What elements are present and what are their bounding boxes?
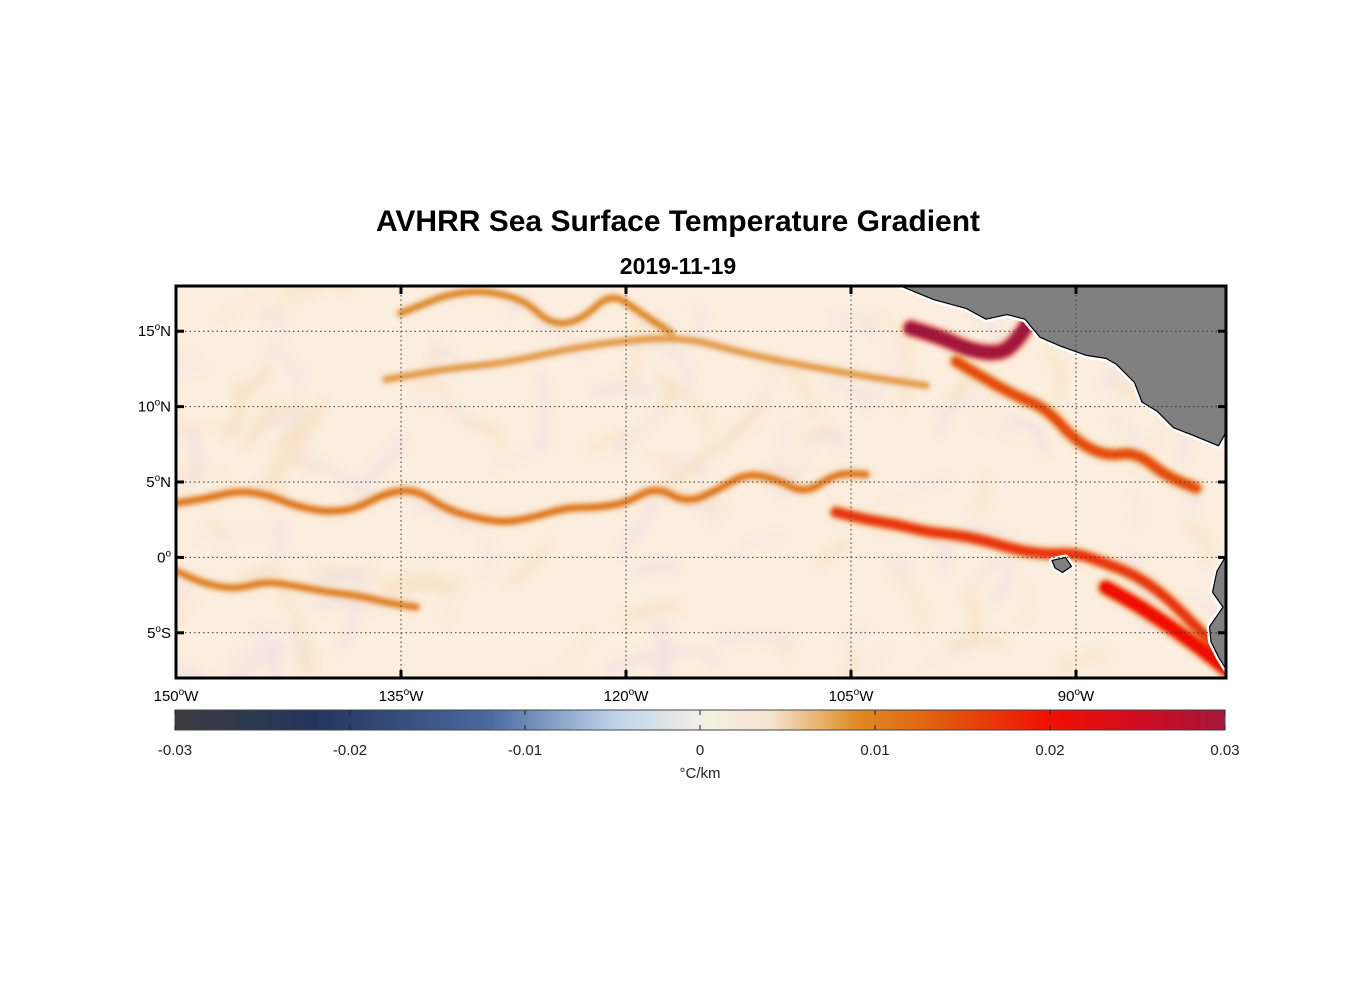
- front-line: [382, 335, 930, 389]
- coastline: [1208, 555, 1226, 670]
- colorbar-ticks: -0.03 -0.02 -0.01 0 0.01 0.02 0.03: [158, 710, 1240, 759]
- lat-label: 15oN: [138, 322, 171, 340]
- colorbar-tick-label: -0.01: [508, 742, 542, 759]
- front-line: [397, 288, 675, 337]
- front-line: [951, 356, 1201, 493]
- front-line: [1099, 580, 1226, 676]
- gradient-field: [176, 286, 1226, 678]
- front-line: [831, 507, 1226, 661]
- longitude-axis: 150oW 135oW 120oW 105oW 90oW: [154, 286, 1095, 705]
- colorbar-unit-label: °C/km: [680, 765, 721, 782]
- colorbar-tick-label: 0.01: [860, 742, 889, 759]
- lat-label: 5oN: [146, 473, 171, 491]
- colorbar-tick-label: 0: [696, 742, 704, 759]
- latitude-axis: 15oN 10oN 5oN 0o 5oS: [138, 322, 1226, 642]
- land-layer: [897, 286, 1226, 672]
- lon-label: 120oW: [604, 687, 650, 705]
- lon-label: 90oW: [1058, 687, 1095, 705]
- lon-label: 135oW: [379, 687, 425, 705]
- front-line: [176, 567, 420, 611]
- front-line: [176, 470, 870, 525]
- map-date-subtitle: 2019-11-19: [619, 253, 737, 279]
- lon-label: 150oW: [154, 687, 200, 705]
- map-title: AVHRR Sea Surface Temperature Gradient: [375, 205, 981, 238]
- lat-label: 0o: [157, 548, 171, 566]
- coastline: [899, 286, 1226, 447]
- colorbar-tick-label: 0.03: [1210, 742, 1239, 759]
- colorbar-tick-label: -0.03: [158, 742, 192, 759]
- background-texture: [176, 286, 1226, 678]
- coastline: [1051, 556, 1073, 574]
- lat-label: 10oN: [138, 398, 171, 416]
- colorbar-tick-label: 0.02: [1035, 742, 1064, 759]
- colorbar-tick-label: -0.02: [333, 742, 367, 759]
- front-layer: [176, 286, 1226, 678]
- lon-label: 105oW: [829, 687, 875, 705]
- lat-label: 5oS: [147, 624, 171, 642]
- front-line: [904, 312, 1038, 360]
